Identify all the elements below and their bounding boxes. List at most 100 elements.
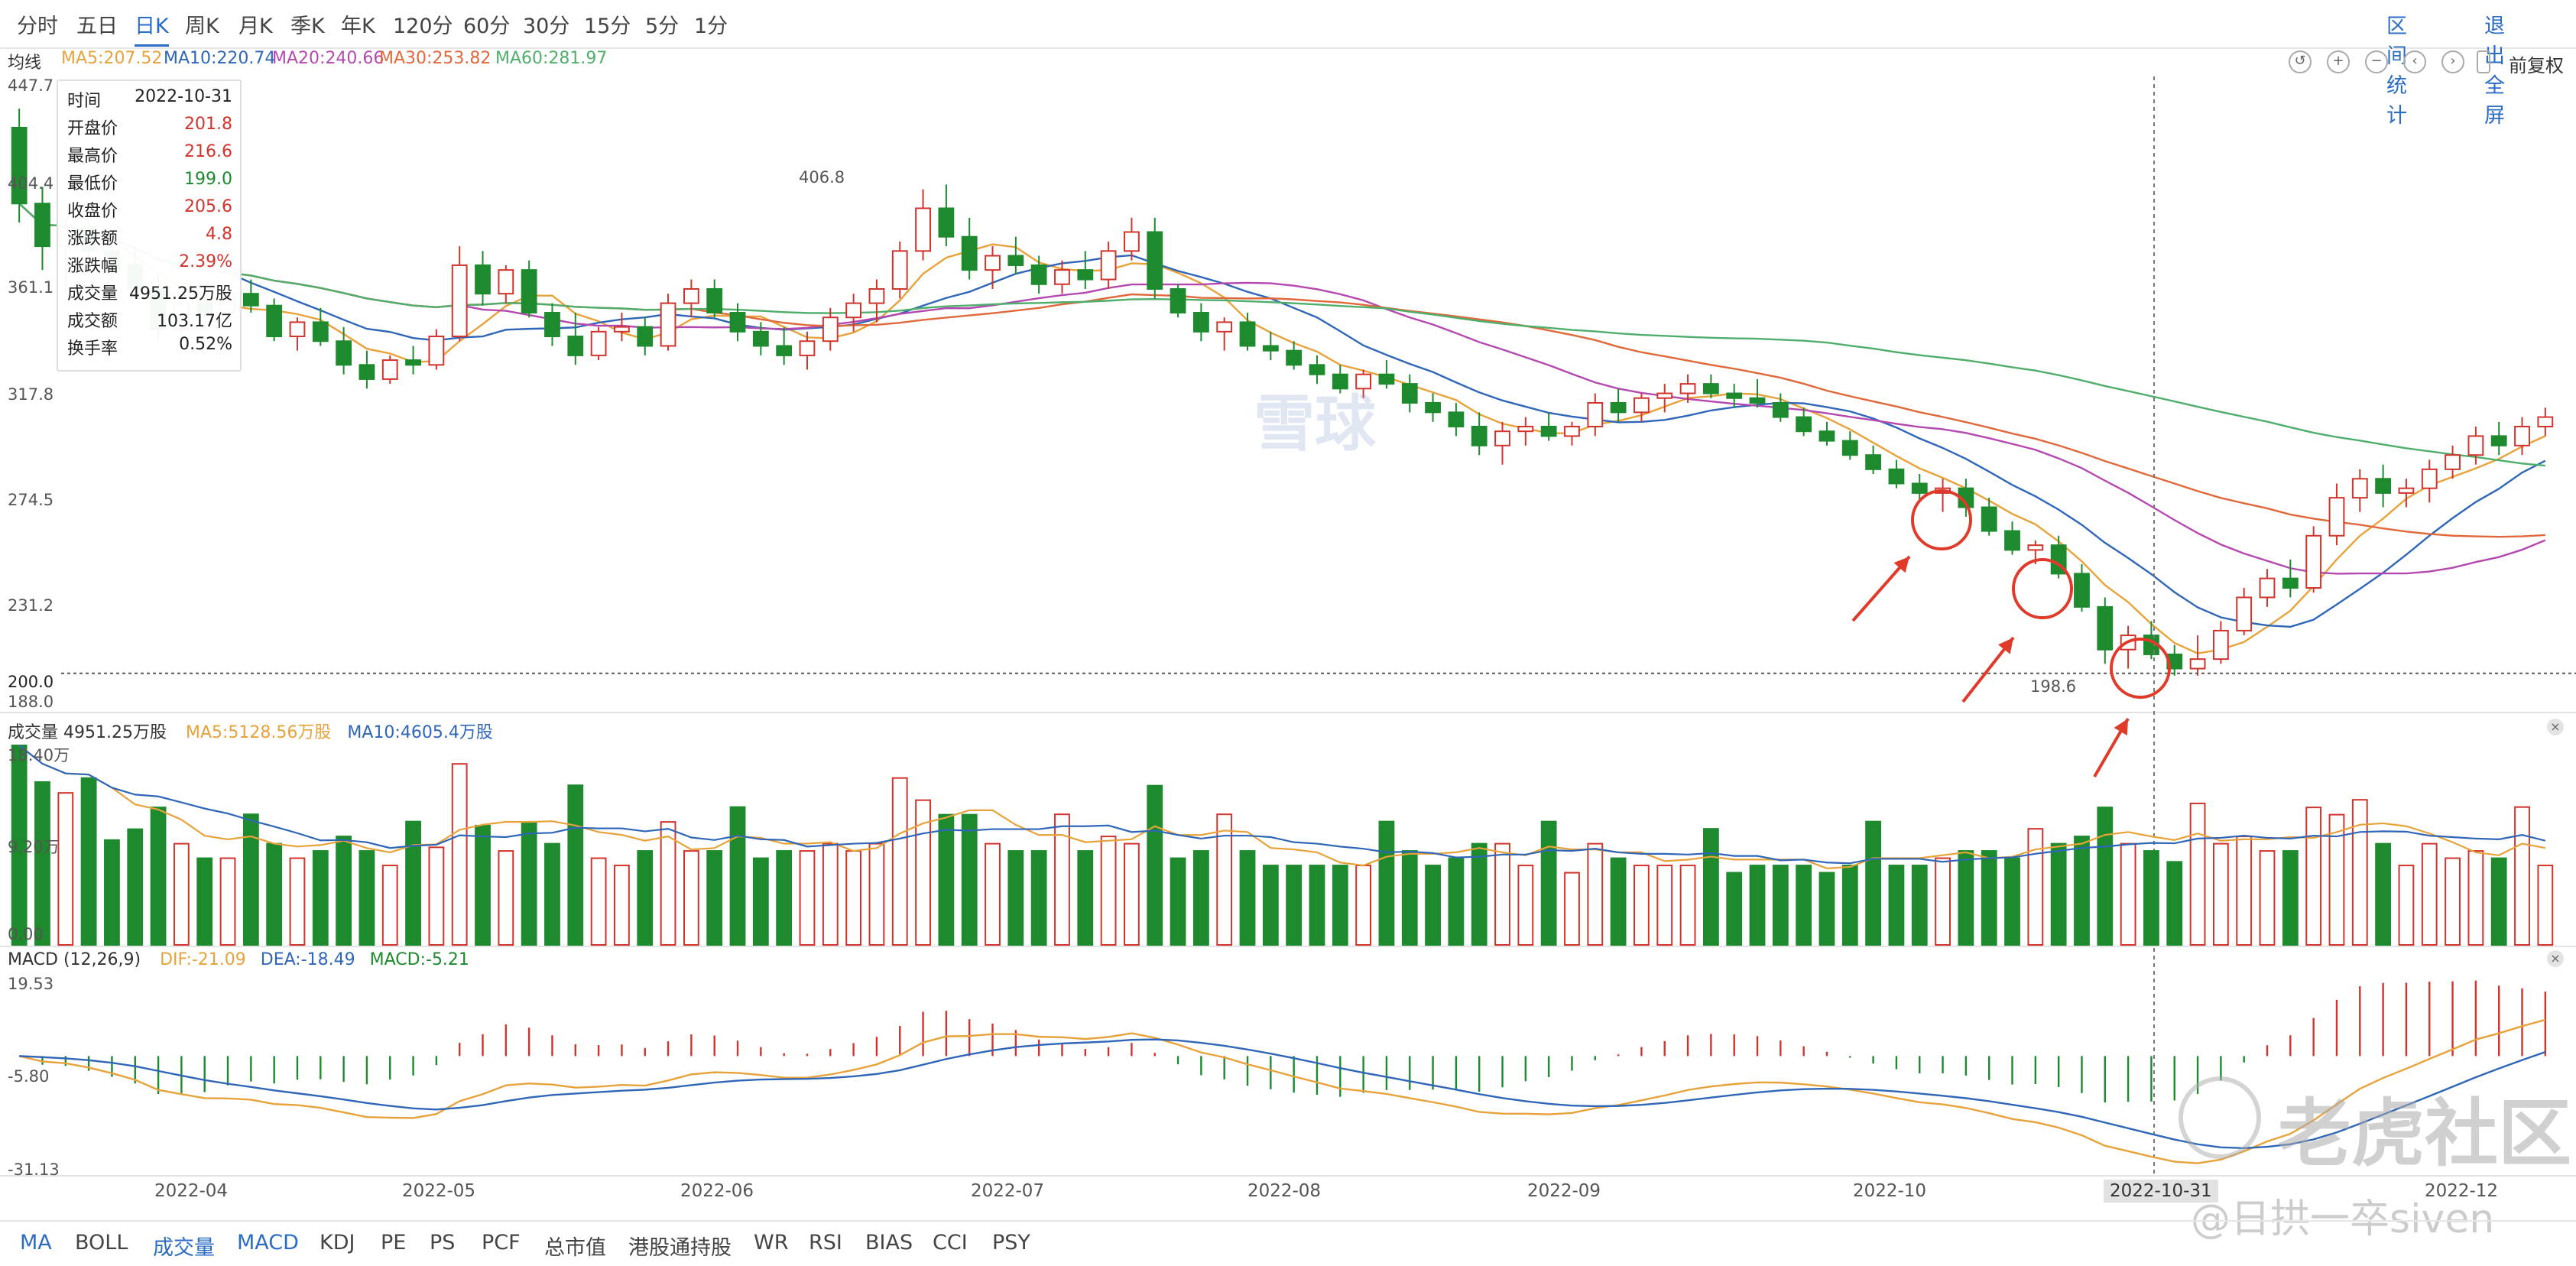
indicator-tab-3[interactable]: MACD (237, 1231, 299, 1255)
exit-fullscreen-link[interactable]: 退出全屏 (2484, 15, 2505, 128)
tooltip-row: 换手率 0.52% (67, 335, 232, 362)
volume-bar (2305, 807, 2322, 946)
indicator-tab-5[interactable]: PE (381, 1231, 407, 1255)
candle-body (1888, 468, 1905, 485)
ma-legend-item-2: MA20:240.66 (272, 49, 384, 68)
period-tab-3[interactable]: 周K (185, 15, 219, 38)
candle-body (1818, 430, 1835, 442)
period-tab-11[interactable]: 5分 (645, 15, 680, 38)
volume-bar (196, 857, 213, 946)
period-tab-12[interactable]: 1分 (694, 15, 728, 38)
undo-icon[interactable]: ↺ (2289, 50, 2312, 73)
volume-bar (1425, 865, 1441, 946)
date-tick-4: 2022-08 (1247, 1181, 1322, 1201)
indicator-tab-14[interactable]: PSY (992, 1231, 1030, 1255)
candle-body (1216, 321, 1233, 333)
candle-body (2027, 544, 2044, 551)
tooltip-key: 换手率 (67, 339, 118, 359)
candle-body (2305, 534, 2322, 589)
volume-bar (1007, 850, 1024, 946)
volume-bar (2445, 857, 2461, 946)
period-tab-7[interactable]: 120分 (393, 15, 453, 38)
volume-bar (2004, 857, 2020, 946)
indicator-tab-4[interactable]: KDJ (320, 1231, 355, 1255)
volume-bar (521, 821, 537, 946)
volume-bar (891, 777, 908, 946)
period-tab-2[interactable]: 日K (135, 9, 169, 47)
candle-body (590, 330, 607, 356)
indicator-tab-0[interactable]: MA (20, 1231, 52, 1255)
indicator-tab-2[interactable]: 成交量 (153, 1236, 215, 1260)
candle-body (1726, 392, 1743, 399)
volume-bar (1192, 850, 1209, 946)
period-tab-4[interactable]: 月K (238, 15, 273, 38)
price-tick-5: 231.2 (8, 596, 54, 615)
scroll-left-icon[interactable]: ‹ (2403, 50, 2426, 73)
indicator-tab-6[interactable]: PS (430, 1231, 456, 1255)
volume-bar (868, 842, 885, 946)
tooltip-row: 时间 2022-10-31 (67, 87, 232, 115)
indicator-tab-7[interactable]: PCF (482, 1231, 521, 1255)
volume-close-icon[interactable]: × (2547, 719, 2564, 735)
indicator-tab-13[interactable]: CCI (933, 1231, 968, 1255)
volume-bar (961, 813, 978, 946)
volume-bar (2212, 842, 2229, 946)
volume-bar (938, 813, 955, 946)
kline-chart[interactable] (0, 0, 2576, 1223)
zoom-out-icon[interactable]: − (2365, 50, 2388, 73)
indicator-tab-9[interactable]: 港股通持股 (628, 1236, 732, 1260)
period-tab-10[interactable]: 15分 (584, 15, 631, 38)
period-tab-0[interactable]: 分时 (17, 15, 58, 38)
center-watermark: 雪球 (1254, 388, 1376, 459)
period-tab-6[interactable]: 年K (341, 15, 375, 38)
period-tab-8[interactable]: 60分 (463, 15, 511, 38)
tooltip-row: 涨跌额 4.8 (67, 225, 232, 252)
tooltip-row: 成交量 4951.25万股 (67, 280, 232, 307)
candle-body (1564, 425, 1580, 437)
fit-icon[interactable] (2477, 50, 2490, 73)
volume-bar (104, 839, 120, 946)
tooltip-value: 205.6 (184, 197, 232, 216)
zoom-in-icon[interactable]: + (2327, 50, 2350, 73)
volume-bar (1888, 865, 1905, 946)
indicator-tab-1[interactable]: BOLL (75, 1231, 128, 1255)
volume-bar (776, 850, 793, 946)
indicator-tab-12[interactable]: BIAS (865, 1231, 913, 1255)
candle-body (34, 203, 50, 248)
volume-bar (614, 865, 630, 946)
volume-bar (1262, 865, 1279, 946)
indicator-tab-8[interactable]: 总市值 (544, 1236, 606, 1260)
volume-bar (1958, 850, 1974, 946)
tooltip-key: 收盘价 (67, 202, 118, 221)
period-tab-5[interactable]: 季K (290, 15, 325, 38)
volume-bar (1911, 865, 1928, 946)
period-tab-9[interactable]: 30分 (523, 15, 570, 38)
volume-axis-mid: 9.20万 (8, 838, 60, 856)
candle-body (1517, 425, 1534, 433)
cursor-date-label: 2022-10-31 (2104, 1180, 2218, 1203)
candle-body (1656, 392, 1673, 399)
candle-body (961, 235, 978, 271)
tooltip-row: 最高价 216.6 (67, 142, 232, 170)
volume-bar (57, 792, 74, 946)
scroll-right-icon[interactable]: › (2441, 50, 2464, 73)
candle-body (336, 340, 352, 366)
volume-bar (1332, 865, 1348, 946)
candle-body (1309, 364, 1325, 375)
indicator-tab-11[interactable]: RSI (809, 1231, 842, 1255)
candle-body (2421, 468, 2438, 489)
candle-body (1378, 373, 1395, 385)
candle-body (451, 264, 468, 338)
indicator-tab-10[interactable]: WR (754, 1231, 789, 1255)
macd-axis-mid: -5.80 (8, 1067, 50, 1086)
volume-bar (475, 824, 491, 946)
price-adjust-toggle[interactable]: 前复权 (2509, 55, 2564, 76)
macd-dif-line (18, 1018, 2546, 1164)
candle-body (614, 326, 630, 333)
macd-close-icon[interactable]: × (2547, 950, 2564, 967)
volume-bar (2236, 836, 2253, 946)
volume-bar (1540, 820, 1557, 946)
ma60-line (18, 203, 2545, 467)
volume-bar (150, 807, 167, 946)
period-tab-1[interactable]: 五日 (76, 15, 118, 38)
